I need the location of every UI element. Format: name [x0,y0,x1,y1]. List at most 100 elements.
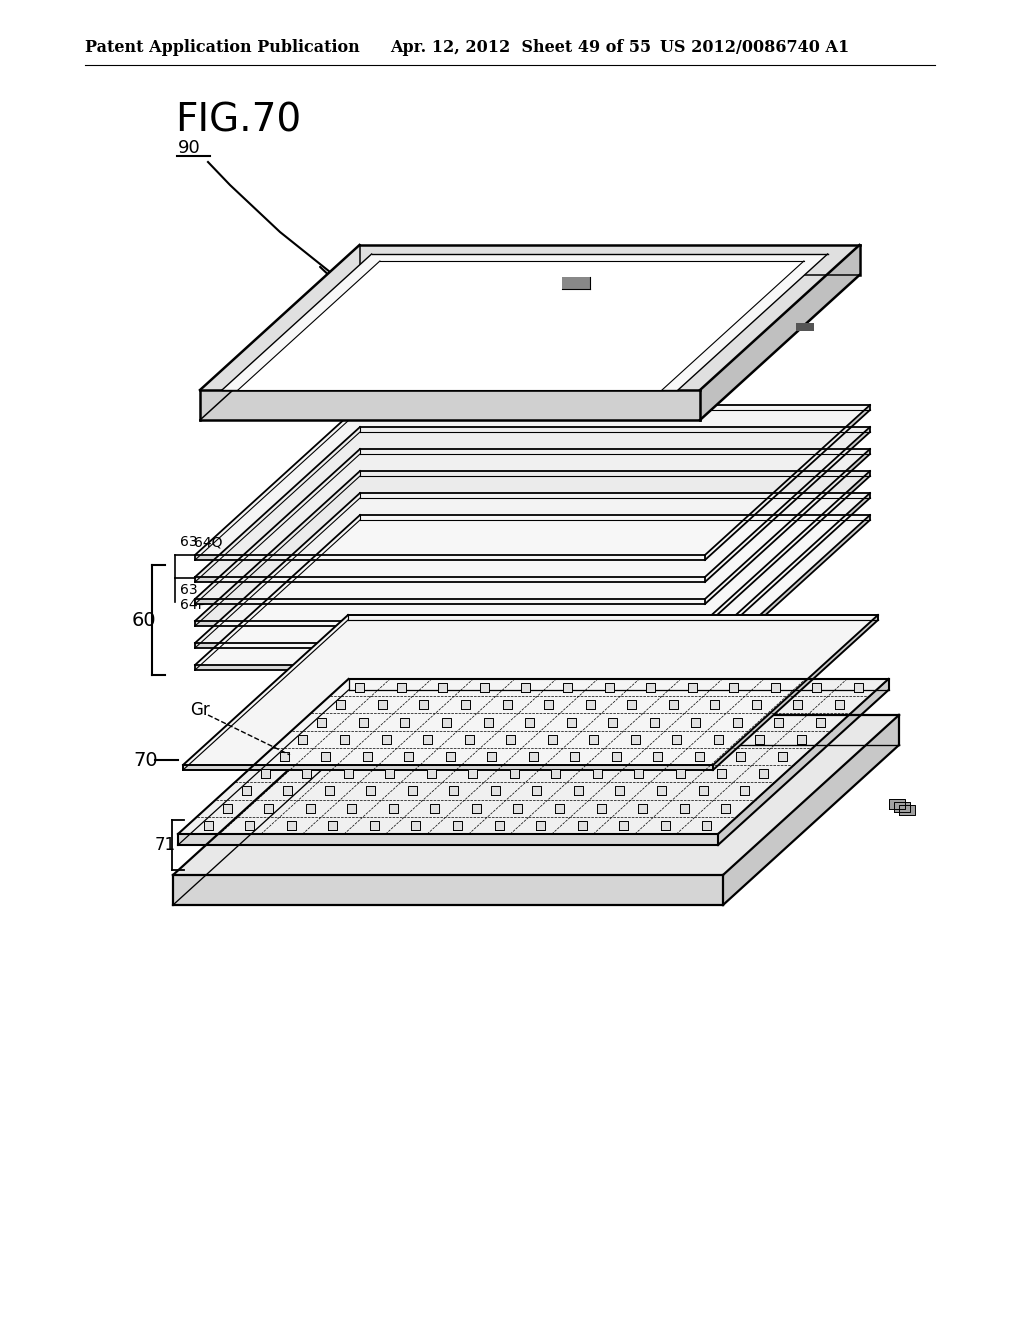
Polygon shape [385,770,394,779]
Polygon shape [721,804,730,813]
Polygon shape [183,615,878,766]
Polygon shape [597,804,605,813]
Polygon shape [544,701,553,709]
Polygon shape [195,554,705,560]
Polygon shape [445,752,455,762]
Polygon shape [344,770,352,779]
Polygon shape [510,770,519,779]
Polygon shape [521,684,530,692]
Polygon shape [528,752,538,762]
Polygon shape [222,804,231,813]
Polygon shape [797,735,806,743]
Polygon shape [649,718,658,726]
Polygon shape [589,735,598,743]
Text: 70: 70 [133,751,158,770]
Polygon shape [711,701,719,709]
Polygon shape [195,492,870,643]
Polygon shape [367,787,375,796]
Polygon shape [412,821,421,830]
Polygon shape [566,718,575,726]
Polygon shape [733,718,741,726]
Polygon shape [657,787,666,796]
Polygon shape [794,701,802,709]
Polygon shape [173,875,723,906]
Text: 60: 60 [132,610,157,630]
Polygon shape [298,735,307,743]
Polygon shape [532,787,542,796]
Polygon shape [714,735,723,743]
Polygon shape [347,804,356,813]
Polygon shape [889,799,905,809]
Polygon shape [195,665,705,671]
Polygon shape [646,684,655,692]
Polygon shape [461,701,470,709]
Polygon shape [506,735,515,743]
Polygon shape [620,821,628,830]
Polygon shape [778,752,787,762]
Polygon shape [705,471,870,626]
Polygon shape [442,718,451,726]
Polygon shape [713,615,878,770]
Polygon shape [705,449,870,605]
Polygon shape [718,770,726,779]
Polygon shape [195,599,705,605]
Text: 71: 71 [155,836,176,854]
Polygon shape [400,718,410,726]
Text: 64P: 64P [180,598,206,612]
Polygon shape [195,471,870,620]
Polygon shape [195,515,870,665]
Polygon shape [669,701,678,709]
Polygon shape [317,718,327,726]
Polygon shape [438,684,447,692]
Polygon shape [740,787,750,796]
Polygon shape [468,770,477,779]
Polygon shape [195,620,705,626]
Polygon shape [604,684,613,692]
Polygon shape [756,735,764,743]
Polygon shape [627,701,636,709]
Polygon shape [195,405,870,554]
Polygon shape [427,770,436,779]
Polygon shape [487,752,497,762]
Polygon shape [423,735,432,743]
Polygon shape [302,770,311,779]
Polygon shape [173,715,899,875]
Polygon shape [611,752,621,762]
Polygon shape [495,821,504,830]
Text: Gr: Gr [190,701,210,719]
Polygon shape [578,821,587,830]
Polygon shape [548,735,557,743]
Polygon shape [195,426,870,577]
Polygon shape [238,261,804,389]
Polygon shape [561,276,590,289]
Polygon shape [593,770,602,779]
Polygon shape [816,718,825,726]
Polygon shape [653,752,663,762]
Polygon shape [705,426,870,582]
Polygon shape [771,684,779,692]
Polygon shape [723,715,899,906]
Polygon shape [408,787,417,796]
Text: US 2012/0086740 A1: US 2012/0086740 A1 [660,40,849,57]
Polygon shape [195,643,705,648]
Polygon shape [355,684,365,692]
Polygon shape [362,752,372,762]
Polygon shape [453,821,462,830]
Polygon shape [615,787,625,796]
Polygon shape [287,821,296,830]
Polygon shape [222,253,827,389]
Polygon shape [635,770,643,779]
Polygon shape [359,718,368,726]
Polygon shape [700,246,859,420]
Polygon shape [503,701,512,709]
Polygon shape [370,821,379,830]
Polygon shape [280,752,289,762]
Polygon shape [698,787,708,796]
Polygon shape [570,752,580,762]
Polygon shape [378,701,387,709]
Polygon shape [490,787,500,796]
Polygon shape [465,735,474,743]
Polygon shape [736,752,745,762]
Polygon shape [695,752,703,762]
Polygon shape [450,787,459,796]
